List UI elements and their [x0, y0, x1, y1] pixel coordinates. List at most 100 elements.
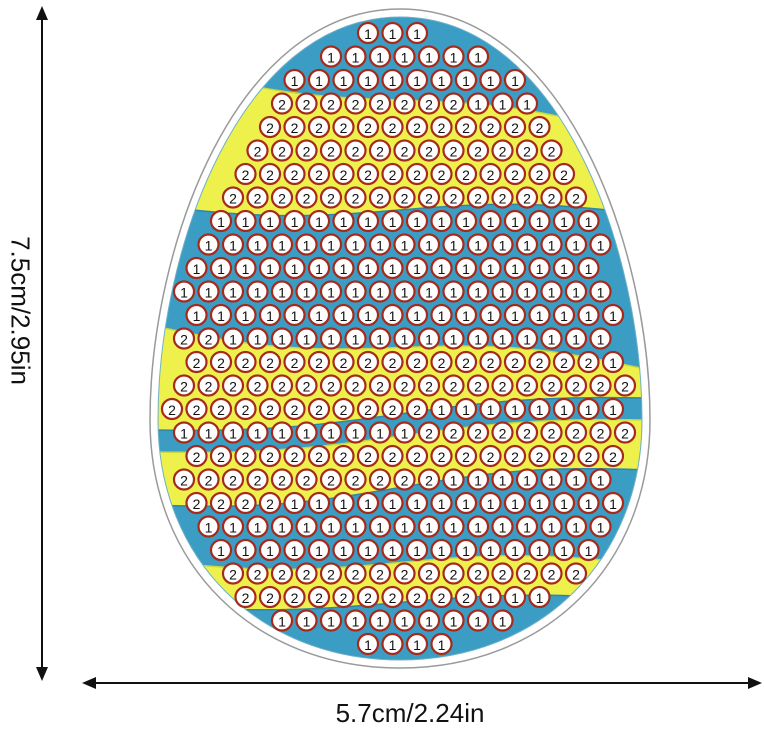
dot-blue: 1: [417, 233, 441, 256]
dot-blue: 1: [552, 491, 576, 515]
dot-yellow: 2: [381, 585, 404, 609]
svg-text:1: 1: [511, 402, 519, 418]
svg-text:1: 1: [462, 496, 470, 512]
dot-blue: 1: [417, 609, 441, 632]
dot-yellow: 2: [197, 374, 220, 397]
dot-blue: 1: [307, 491, 331, 515]
svg-text:1: 1: [536, 543, 544, 559]
dot-yellow: 2: [479, 350, 502, 374]
dot-blue: 1: [246, 327, 269, 350]
svg-text:2: 2: [572, 567, 580, 583]
svg-text:1: 1: [340, 543, 348, 559]
dot-blue: 1: [234, 256, 257, 280]
dot-yellow: 2: [430, 115, 453, 139]
dot-yellow: 2: [393, 139, 416, 162]
dot-blue: 1: [356, 21, 380, 45]
svg-text:1: 1: [523, 97, 531, 113]
dot-blue: 1: [381, 538, 404, 562]
svg-text:1: 1: [401, 332, 409, 348]
svg-text:2: 2: [548, 144, 556, 160]
dot-yellow: 2: [417, 468, 441, 491]
dot-blue: 1: [368, 421, 392, 444]
svg-text:2: 2: [315, 167, 323, 183]
dot-blue: 1: [564, 468, 588, 491]
svg-text:2: 2: [389, 120, 397, 136]
svg-text:1: 1: [474, 520, 482, 536]
svg-text:2: 2: [242, 449, 250, 465]
svg-text:2: 2: [352, 379, 360, 395]
dot-yellow: 2: [246, 468, 269, 491]
svg-text:1: 1: [511, 214, 519, 230]
svg-text:1: 1: [376, 238, 384, 254]
dot-blue: 1: [442, 468, 465, 491]
dot-blue: 1: [393, 327, 416, 350]
svg-text:2: 2: [413, 590, 421, 606]
dot-yellow: 2: [185, 397, 208, 421]
svg-text:2: 2: [548, 567, 556, 583]
dot-blue: 1: [528, 538, 551, 562]
dot-yellow: 2: [319, 468, 343, 491]
dot-yellow: 2: [270, 468, 294, 491]
dot-blue: 1: [295, 515, 318, 538]
dot-blue: 1: [503, 585, 527, 609]
dot-blue: 1: [503, 397, 527, 421]
dot-blue: 1: [270, 515, 294, 538]
dot-yellow: 2: [405, 444, 429, 468]
svg-text:1: 1: [376, 50, 384, 66]
dot-blue: 1: [258, 303, 282, 327]
dot-blue: 1: [454, 491, 478, 515]
svg-text:1: 1: [523, 285, 531, 301]
svg-text:1: 1: [352, 520, 360, 536]
svg-text:1: 1: [548, 332, 556, 348]
dot-blue: 1: [552, 303, 576, 327]
svg-text:2: 2: [511, 355, 519, 371]
dot-yellow: 2: [466, 562, 490, 585]
dot-yellow: 2: [246, 186, 269, 209]
svg-text:1: 1: [291, 214, 299, 230]
dot-blue: 1: [503, 209, 527, 233]
dot-yellow: 2: [454, 115, 478, 139]
dot-blue: 1: [185, 256, 208, 280]
svg-text:2: 2: [327, 379, 335, 395]
svg-text:2: 2: [278, 191, 286, 207]
svg-text:2: 2: [536, 449, 544, 465]
dot-blue: 1: [430, 303, 453, 327]
dot-yellow: 2: [246, 139, 269, 162]
dot-blue: 1: [393, 515, 416, 538]
dot-blue: 1: [307, 209, 331, 233]
dot-yellow: 2: [246, 374, 269, 397]
dot-yellow: 2: [356, 444, 380, 468]
svg-text:2: 2: [389, 167, 397, 183]
svg-text:2: 2: [340, 167, 348, 183]
svg-text:2: 2: [315, 590, 323, 606]
dot-blue: 1: [356, 303, 380, 327]
svg-text:1: 1: [315, 308, 323, 324]
svg-text:1: 1: [609, 355, 617, 371]
svg-text:1: 1: [242, 214, 250, 230]
svg-text:1: 1: [523, 238, 531, 254]
svg-text:1: 1: [487, 214, 495, 230]
svg-text:1: 1: [425, 50, 433, 66]
svg-text:2: 2: [291, 590, 299, 606]
svg-text:2: 2: [523, 426, 531, 442]
svg-text:1: 1: [352, 238, 360, 254]
svg-text:1: 1: [511, 543, 519, 559]
svg-text:1: 1: [291, 496, 299, 512]
svg-text:2: 2: [401, 144, 409, 160]
dot-yellow: 2: [491, 186, 514, 209]
svg-text:2: 2: [352, 473, 360, 489]
svg-text:2: 2: [266, 167, 274, 183]
dot-blue: 1: [319, 327, 343, 350]
svg-text:2: 2: [511, 120, 519, 136]
dot-yellow: 2: [197, 468, 220, 491]
svg-text:2: 2: [303, 379, 311, 395]
svg-text:1: 1: [572, 332, 580, 348]
svg-text:1: 1: [523, 332, 531, 348]
dot-yellow: 2: [234, 350, 257, 374]
svg-text:1: 1: [376, 285, 384, 301]
dot-blue: 1: [393, 280, 416, 303]
svg-text:1: 1: [315, 261, 323, 277]
dot-blue: 1: [515, 327, 539, 350]
dot-blue: 1: [466, 92, 490, 115]
svg-text:1: 1: [217, 261, 225, 277]
